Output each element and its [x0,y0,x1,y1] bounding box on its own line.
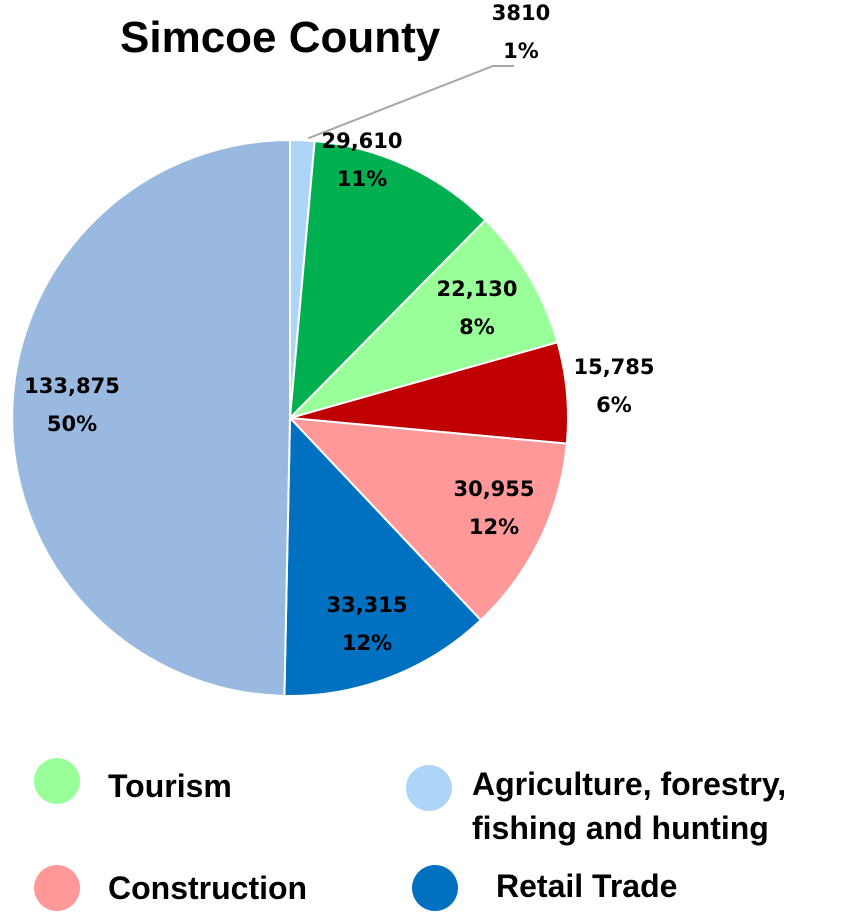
legend-label: fishing and hunting [472,810,769,846]
slice-value-label: 30,955 [453,477,534,501]
legend-swatch [412,865,458,911]
slice-percent-label: 50% [47,412,97,436]
pie-slice [11,138,291,697]
slice-percent-label: 8% [459,315,495,339]
pie-slice [283,415,483,697]
slice-value-label: 3810 [492,1,550,25]
leader-line [307,65,514,140]
legend-label: Tourism [108,768,232,804]
slice-percent-label: 12% [469,515,519,539]
slice-value-label: 15,785 [573,355,654,379]
legend-label: Retail Trade [496,868,678,904]
slice-value-label: 33,315 [326,593,407,617]
legend-swatch [34,758,80,804]
slice-value-label: 22,130 [436,277,517,301]
slice-percent-label: 12% [342,631,392,655]
slice-percent-label: 6% [596,393,632,417]
slice-percent-label: 1% [503,39,539,63]
pie-slice [287,416,568,622]
slice-value-label: 29,610 [321,129,402,153]
legend-swatch [34,865,80,911]
pie-slice [288,140,487,421]
legend-swatch [406,765,452,811]
chart-title: Simcoe County [120,13,441,62]
legend-label: Agriculture, forestry, [472,766,787,802]
legend-label: Construction [108,870,308,906]
slice-value-label: 133,875 [24,374,120,398]
slice-percent-label: 11% [337,167,387,191]
pie-slice [286,218,559,420]
